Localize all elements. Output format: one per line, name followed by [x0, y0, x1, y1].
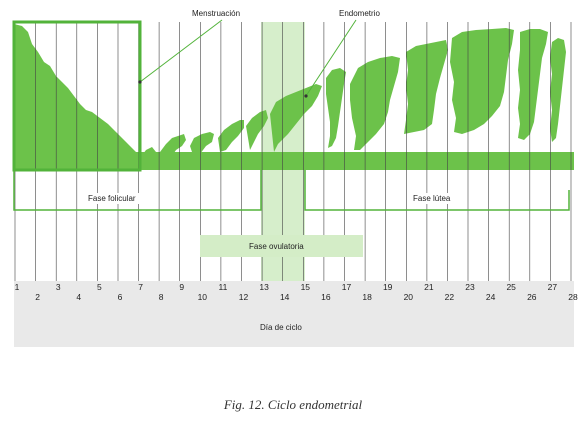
- cycle-day-label: Día de ciclo: [260, 323, 302, 332]
- day-number-1: 1: [15, 282, 20, 292]
- endometrium-pointer: [305, 19, 357, 97]
- day-number-15: 15: [301, 282, 311, 292]
- day-number-21: 21: [424, 282, 434, 292]
- day-number-12: 12: [239, 292, 249, 302]
- day-number-5: 5: [97, 282, 102, 292]
- menstruation-pointer-dot: [138, 80, 142, 84]
- luteal-phase-bracket: [304, 170, 570, 211]
- day-number-11: 11: [218, 282, 227, 292]
- day-number-14: 14: [280, 292, 290, 302]
- endometrium-label: Endometrio: [339, 9, 380, 18]
- follicular-phase-bracket: [13, 170, 262, 211]
- menstruation-pointer: [139, 19, 223, 83]
- figure-caption: Fig. 12. Ciclo endometrial: [223, 397, 363, 412]
- day-number-10: 10: [198, 292, 208, 302]
- day-number-23: 23: [465, 282, 475, 292]
- day-number-17: 17: [342, 282, 352, 292]
- day-number-13: 13: [259, 282, 269, 292]
- day-number-24: 24: [486, 292, 496, 302]
- day-number-22: 22: [445, 292, 455, 302]
- menstruation-frame: [12, 20, 142, 172]
- day-number-9: 9: [179, 282, 184, 292]
- day-number-28: 28: [568, 292, 578, 302]
- luteal-phase-label: Fase lútea: [413, 194, 451, 203]
- day-number-25: 25: [506, 282, 516, 292]
- day-number-18: 18: [362, 292, 372, 302]
- endometrium-pointer-dot: [304, 94, 308, 98]
- day-number-axis: 1234567891011121314151617181920212223242…: [15, 282, 578, 302]
- day-number-8: 8: [159, 292, 164, 302]
- day-number-20: 20: [404, 292, 414, 302]
- follicular-phase-label: Fase folicular: [88, 194, 136, 203]
- luteal-label-bg: [410, 193, 460, 204]
- day-number-27: 27: [548, 282, 558, 292]
- ovulatory-phase-box: [200, 235, 363, 257]
- day-number-19: 19: [383, 282, 393, 292]
- day-grid-lines: [14, 22, 572, 281]
- day-number-3: 3: [56, 282, 61, 292]
- day-number-7: 7: [138, 282, 143, 292]
- menstruation-label: Menstruación: [192, 9, 240, 18]
- ovulatory-phase-label: Fase ovulatoria: [249, 242, 304, 251]
- day-number-16: 16: [321, 292, 331, 302]
- day-number-2: 2: [35, 292, 40, 302]
- menstruation-shape: [14, 24, 140, 170]
- day-axis-band: [14, 281, 574, 347]
- endometrium-glands: [140, 28, 566, 166]
- day-number-4: 4: [76, 292, 81, 302]
- day-number-26: 26: [527, 292, 537, 302]
- follicular-label-bg: [85, 193, 145, 204]
- day-number-6: 6: [118, 292, 123, 302]
